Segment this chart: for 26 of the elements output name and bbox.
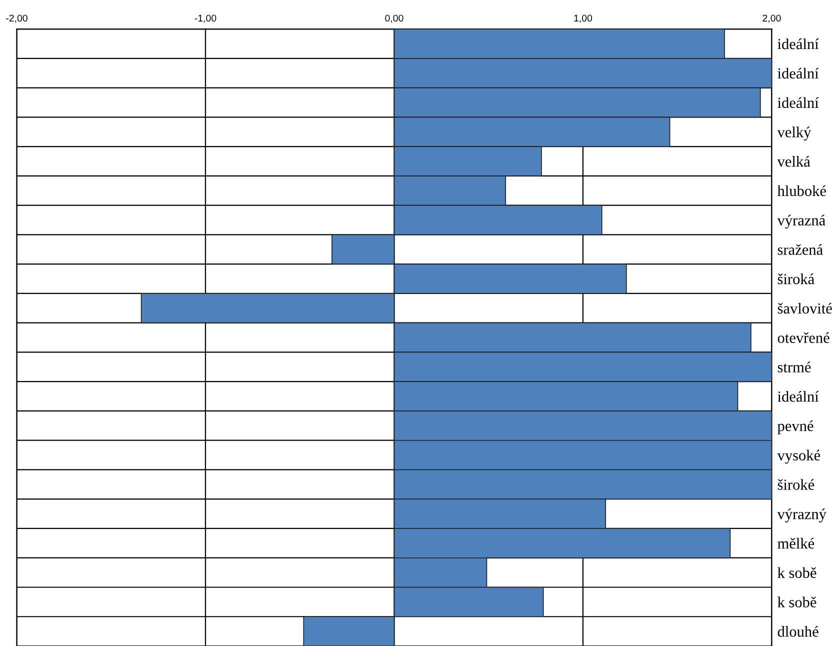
y-tick-label: sražená <box>778 244 823 255</box>
y-tick-label: ideální <box>778 38 819 50</box>
y-tick-label: široká <box>778 273 814 284</box>
y-tick-label: široké <box>778 479 814 490</box>
x-tick-label: -1,00 <box>194 14 216 23</box>
y-tick-label: pevné <box>778 420 814 434</box>
y-tick-label: ideální <box>778 97 819 108</box>
y-tick-label: vysoké <box>777 450 820 464</box>
y-tick-label: otevřené <box>778 332 830 343</box>
y-tick-label: dlouhé <box>778 626 818 637</box>
y-tick-label: šavlovité <box>778 302 832 314</box>
y-tick-label: velká <box>777 156 810 167</box>
y-tick-label: hluboké <box>777 185 826 196</box>
x-tick-label: 2,00 <box>762 14 781 23</box>
y-tick-label: výrazná <box>777 214 826 229</box>
y-tick-label: k sobě <box>778 567 816 578</box>
y-tick-label: velký <box>777 126 812 140</box>
x-tick-label: -2,00 <box>6 14 28 23</box>
y-tick-label: ideální <box>778 68 819 79</box>
y-tick-label: mělké <box>778 538 814 549</box>
y-tick-label: k sobě <box>778 596 816 608</box>
y-tick-label: ideální <box>778 390 819 402</box>
y-tick-label: strmé <box>778 362 811 372</box>
y-tick-label: výrazný <box>777 508 826 522</box>
x-tick-label: 1,00 <box>574 14 592 23</box>
x-tick-label: 0,00 <box>385 14 404 23</box>
